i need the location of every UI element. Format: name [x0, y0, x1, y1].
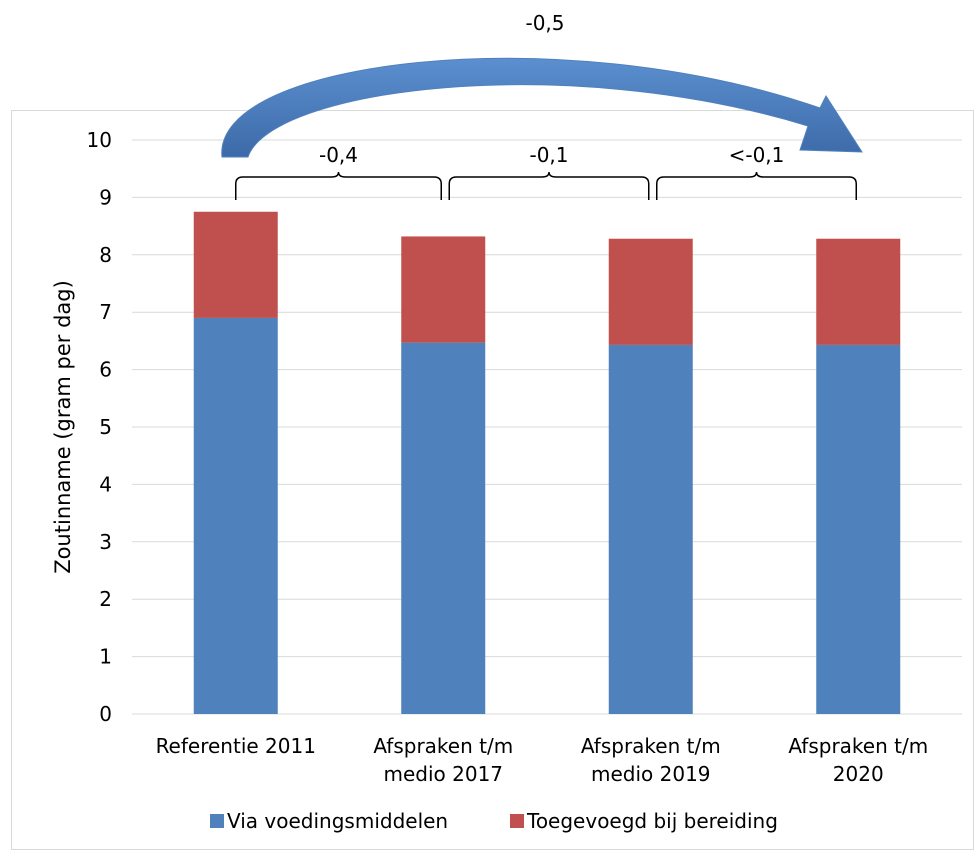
- y-axis-label: Zoutinname (gram per dag): [51, 280, 75, 574]
- legend-label: Toegevoegd bij bereiding: [526, 809, 778, 833]
- bracket: [235, 171, 442, 200]
- bar-via-voedingsmiddelen: [401, 342, 486, 714]
- y-tick-label: 6: [99, 358, 112, 382]
- legend-swatch: [510, 814, 524, 828]
- y-tick-label: 8: [99, 243, 112, 267]
- y-tick-label: 0: [99, 702, 112, 726]
- legend-label: Via voedingsmiddelen: [227, 809, 448, 833]
- bar-toegevoegd-bij-bereiding: [193, 211, 278, 318]
- bar-via-voedingsmiddelen: [608, 344, 693, 714]
- legend-swatch: [210, 814, 224, 828]
- x-tick-label: medio 2017: [383, 762, 503, 786]
- y-tick-label: 3: [99, 530, 112, 554]
- bar-toegevoegd-bij-bereiding: [608, 238, 693, 345]
- bracket-label: <-0,1: [729, 143, 785, 167]
- x-tick-label: Referentie 2011: [156, 734, 316, 758]
- total-change-label: -0,5: [525, 11, 564, 35]
- bar-via-voedingsmiddelen: [193, 317, 278, 714]
- bracket-label: -0,1: [529, 143, 568, 167]
- y-tick-label: 9: [99, 185, 112, 209]
- y-tick-label: 5: [99, 415, 112, 439]
- x-tick-label: medio 2019: [591, 762, 711, 786]
- bar-toegevoegd-bij-bereiding: [816, 238, 901, 345]
- y-tick-label: 10: [87, 128, 112, 152]
- x-tick-label: Afspraken t/m: [788, 734, 928, 758]
- bracket: [656, 171, 857, 200]
- y-tick-label: 7: [99, 300, 112, 324]
- x-tick-label: 2020: [833, 762, 884, 786]
- bracket: [448, 171, 650, 200]
- bracket-label: -0,4: [319, 143, 358, 167]
- y-tick-label: 1: [99, 645, 112, 669]
- x-tick-label: Afspraken t/m: [581, 734, 721, 758]
- bar-toegevoegd-bij-bereiding: [401, 236, 486, 343]
- curved-arrow: [221, 57, 863, 158]
- y-tick-label: 4: [99, 472, 112, 496]
- chart-frame: [11, 110, 974, 850]
- y-tick-label: 2: [99, 587, 112, 611]
- bar-via-voedingsmiddelen: [816, 344, 901, 714]
- x-tick-label: Afspraken t/m: [373, 734, 513, 758]
